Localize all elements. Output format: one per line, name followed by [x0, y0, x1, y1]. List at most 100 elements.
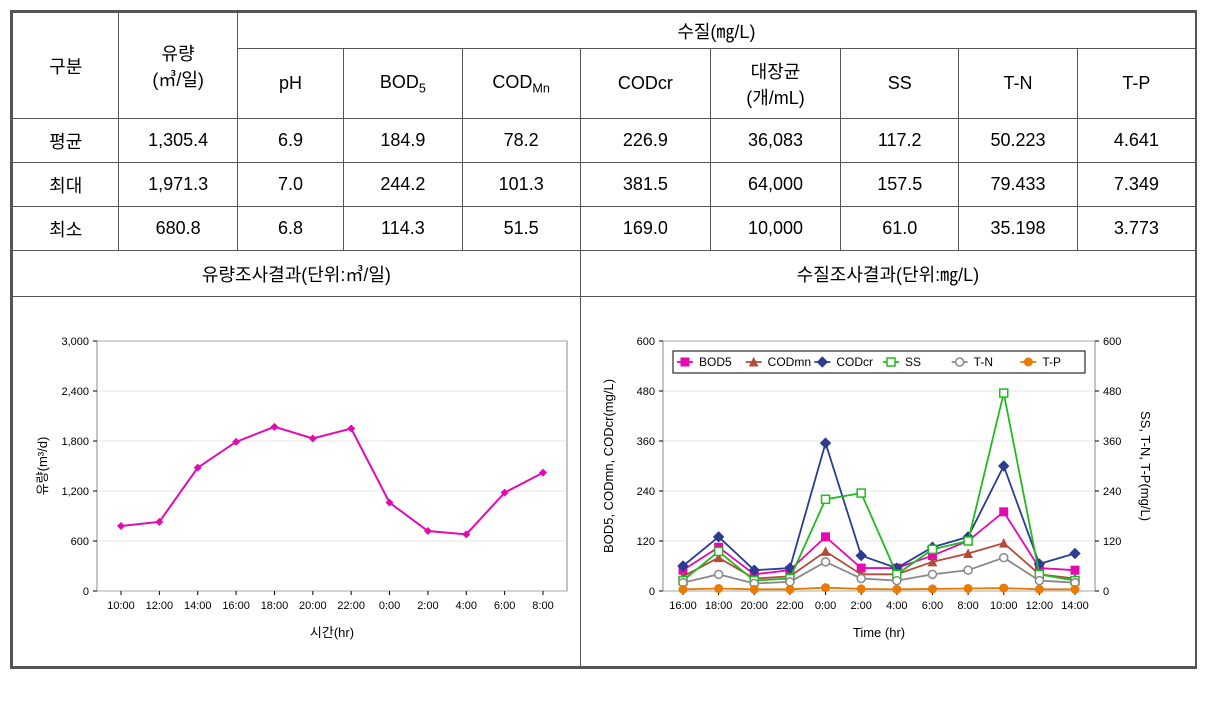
svg-text:12:00: 12:00 [1025, 600, 1053, 612]
chart-title-quality: 수질조사결과(단위:㎎/L) [580, 251, 1195, 297]
svg-text:0: 0 [1103, 586, 1109, 598]
svg-text:480: 480 [1103, 386, 1121, 398]
data-cell: 3.773 [1077, 207, 1195, 251]
svg-text:BOD5, CODmn, CODcr(mg/L): BOD5, CODmn, CODcr(mg/L) [601, 379, 616, 553]
data-cell: 64,000 [710, 163, 840, 207]
col-header: 대장균(개/mL) [710, 49, 840, 119]
data-cell: 10,000 [710, 207, 840, 251]
row-label: 최대 [13, 163, 119, 207]
svg-text:8:00: 8:00 [957, 600, 978, 612]
data-cell: 184.9 [344, 119, 462, 163]
svg-text:600: 600 [636, 336, 654, 348]
svg-text:600: 600 [1103, 336, 1121, 348]
svg-text:18:00: 18:00 [705, 600, 733, 612]
svg-text:CODcr: CODcr [836, 355, 873, 369]
svg-text:6:00: 6:00 [494, 600, 515, 612]
row-label: 최소 [13, 207, 119, 251]
data-cell: 169.0 [580, 207, 710, 251]
svg-text:120: 120 [1103, 536, 1121, 548]
svg-text:1,200: 1,200 [61, 486, 89, 498]
svg-text:10:00: 10:00 [107, 600, 135, 612]
svg-text:120: 120 [636, 536, 654, 548]
svg-text:2,400: 2,400 [61, 386, 89, 398]
data-cell: 101.3 [462, 163, 580, 207]
data-cell: 36,083 [710, 119, 840, 163]
svg-text:360: 360 [1103, 436, 1121, 448]
col-header: T-N [959, 49, 1077, 119]
flow-chart: 0 600 1,200 1,800 2,400 3,000 10:00 12:00 14:00 1… [27, 311, 587, 651]
flow-chart-cell: 0 600 1,200 1,800 2,400 3,000 10:00 12:00 14:00 1… [13, 297, 581, 667]
data-cell: 1,971.3 [119, 163, 237, 207]
data-cell: 680.8 [119, 207, 237, 251]
svg-text:6:00: 6:00 [922, 600, 943, 612]
data-cell: 78.2 [462, 119, 580, 163]
data-cell: 35.198 [959, 207, 1077, 251]
chart-title-flow: 유량조사결과(단위:㎥/일) [13, 251, 581, 297]
data-cell: 7.349 [1077, 163, 1195, 207]
data-cell: 244.2 [344, 163, 462, 207]
col-header: CODcr [580, 49, 710, 119]
col-header: SS [841, 49, 959, 119]
svg-text:22:00: 22:00 [776, 600, 804, 612]
row-label: 평균 [13, 119, 119, 163]
svg-text:T-N: T-N [973, 355, 992, 369]
svg-text:0: 0 [649, 586, 655, 598]
col-header: BOD5 [344, 49, 462, 119]
svg-text:20:00: 20:00 [299, 600, 327, 612]
quality-chart: 0 0 120 120 240 240 360 360 480 480 600 600 16:00 18:… [595, 311, 1155, 651]
svg-text:CODmn: CODmn [767, 355, 810, 369]
svg-text:SS, T-N, T-P(mg/L): SS, T-N, T-P(mg/L) [1138, 411, 1153, 521]
svg-text:유량(m³/d): 유량(m³/d) [35, 437, 50, 496]
svg-text:480: 480 [636, 386, 654, 398]
svg-text:16:00: 16:00 [669, 600, 697, 612]
svg-text:10:00: 10:00 [990, 600, 1018, 612]
data-cell: 117.2 [841, 119, 959, 163]
svg-text:BOD5: BOD5 [699, 355, 732, 369]
svg-text:3,000: 3,000 [61, 336, 89, 348]
svg-text:12:00: 12:00 [146, 600, 174, 612]
svg-text:360: 360 [636, 436, 654, 448]
svg-text:240: 240 [1103, 486, 1121, 498]
svg-text:0:00: 0:00 [379, 600, 400, 612]
svg-text:600: 600 [71, 536, 89, 548]
data-cell: 381.5 [580, 163, 710, 207]
svg-text:20:00: 20:00 [740, 600, 768, 612]
data-cell: 1,305.4 [119, 119, 237, 163]
data-cell: 7.0 [237, 163, 343, 207]
data-cell: 114.3 [344, 207, 462, 251]
svg-text:2:00: 2:00 [850, 600, 871, 612]
data-cell: 51.5 [462, 207, 580, 251]
svg-text:14:00: 14:00 [184, 600, 212, 612]
col-header: pH [237, 49, 343, 119]
data-cell: 6.8 [237, 207, 343, 251]
quality-chart-cell: 0 0 120 120 240 240 360 360 480 480 600 600 16:00 18:… [580, 297, 1195, 667]
data-cell: 4.641 [1077, 119, 1195, 163]
col-header: CODMn [462, 49, 580, 119]
col-quality-group: 수질(㎎/L) [237, 13, 1195, 49]
svg-text:18:00: 18:00 [261, 600, 289, 612]
data-cell: 50.223 [959, 119, 1077, 163]
data-cell: 157.5 [841, 163, 959, 207]
data-cell: 79.433 [959, 163, 1077, 207]
data-table: 구분 유량(㎥/일) 수질(㎎/L) pHBOD5CODMnCODcr대장균(개… [12, 12, 1196, 667]
svg-text:0: 0 [83, 586, 89, 598]
svg-text:240: 240 [636, 486, 654, 498]
svg-text:T-P: T-P [1042, 355, 1061, 369]
svg-text:1,800: 1,800 [61, 436, 89, 448]
svg-text:4:00: 4:00 [456, 600, 477, 612]
svg-text:16:00: 16:00 [222, 600, 250, 612]
data-cell: 226.9 [580, 119, 710, 163]
svg-text:4:00: 4:00 [886, 600, 907, 612]
col-header: T-P [1077, 49, 1195, 119]
col-flow: 유량(㎥/일) [119, 13, 237, 119]
data-cell: 61.0 [841, 207, 959, 251]
svg-text:8:00: 8:00 [532, 600, 553, 612]
svg-text:Time (hr): Time (hr) [853, 625, 905, 640]
data-cell: 6.9 [237, 119, 343, 163]
svg-text:SS: SS [905, 355, 921, 369]
svg-text:시간(hr): 시간(hr) [310, 625, 354, 640]
svg-text:22:00: 22:00 [337, 600, 365, 612]
svg-text:14:00: 14:00 [1061, 600, 1089, 612]
svg-text:0:00: 0:00 [815, 600, 836, 612]
svg-text:2:00: 2:00 [417, 600, 438, 612]
